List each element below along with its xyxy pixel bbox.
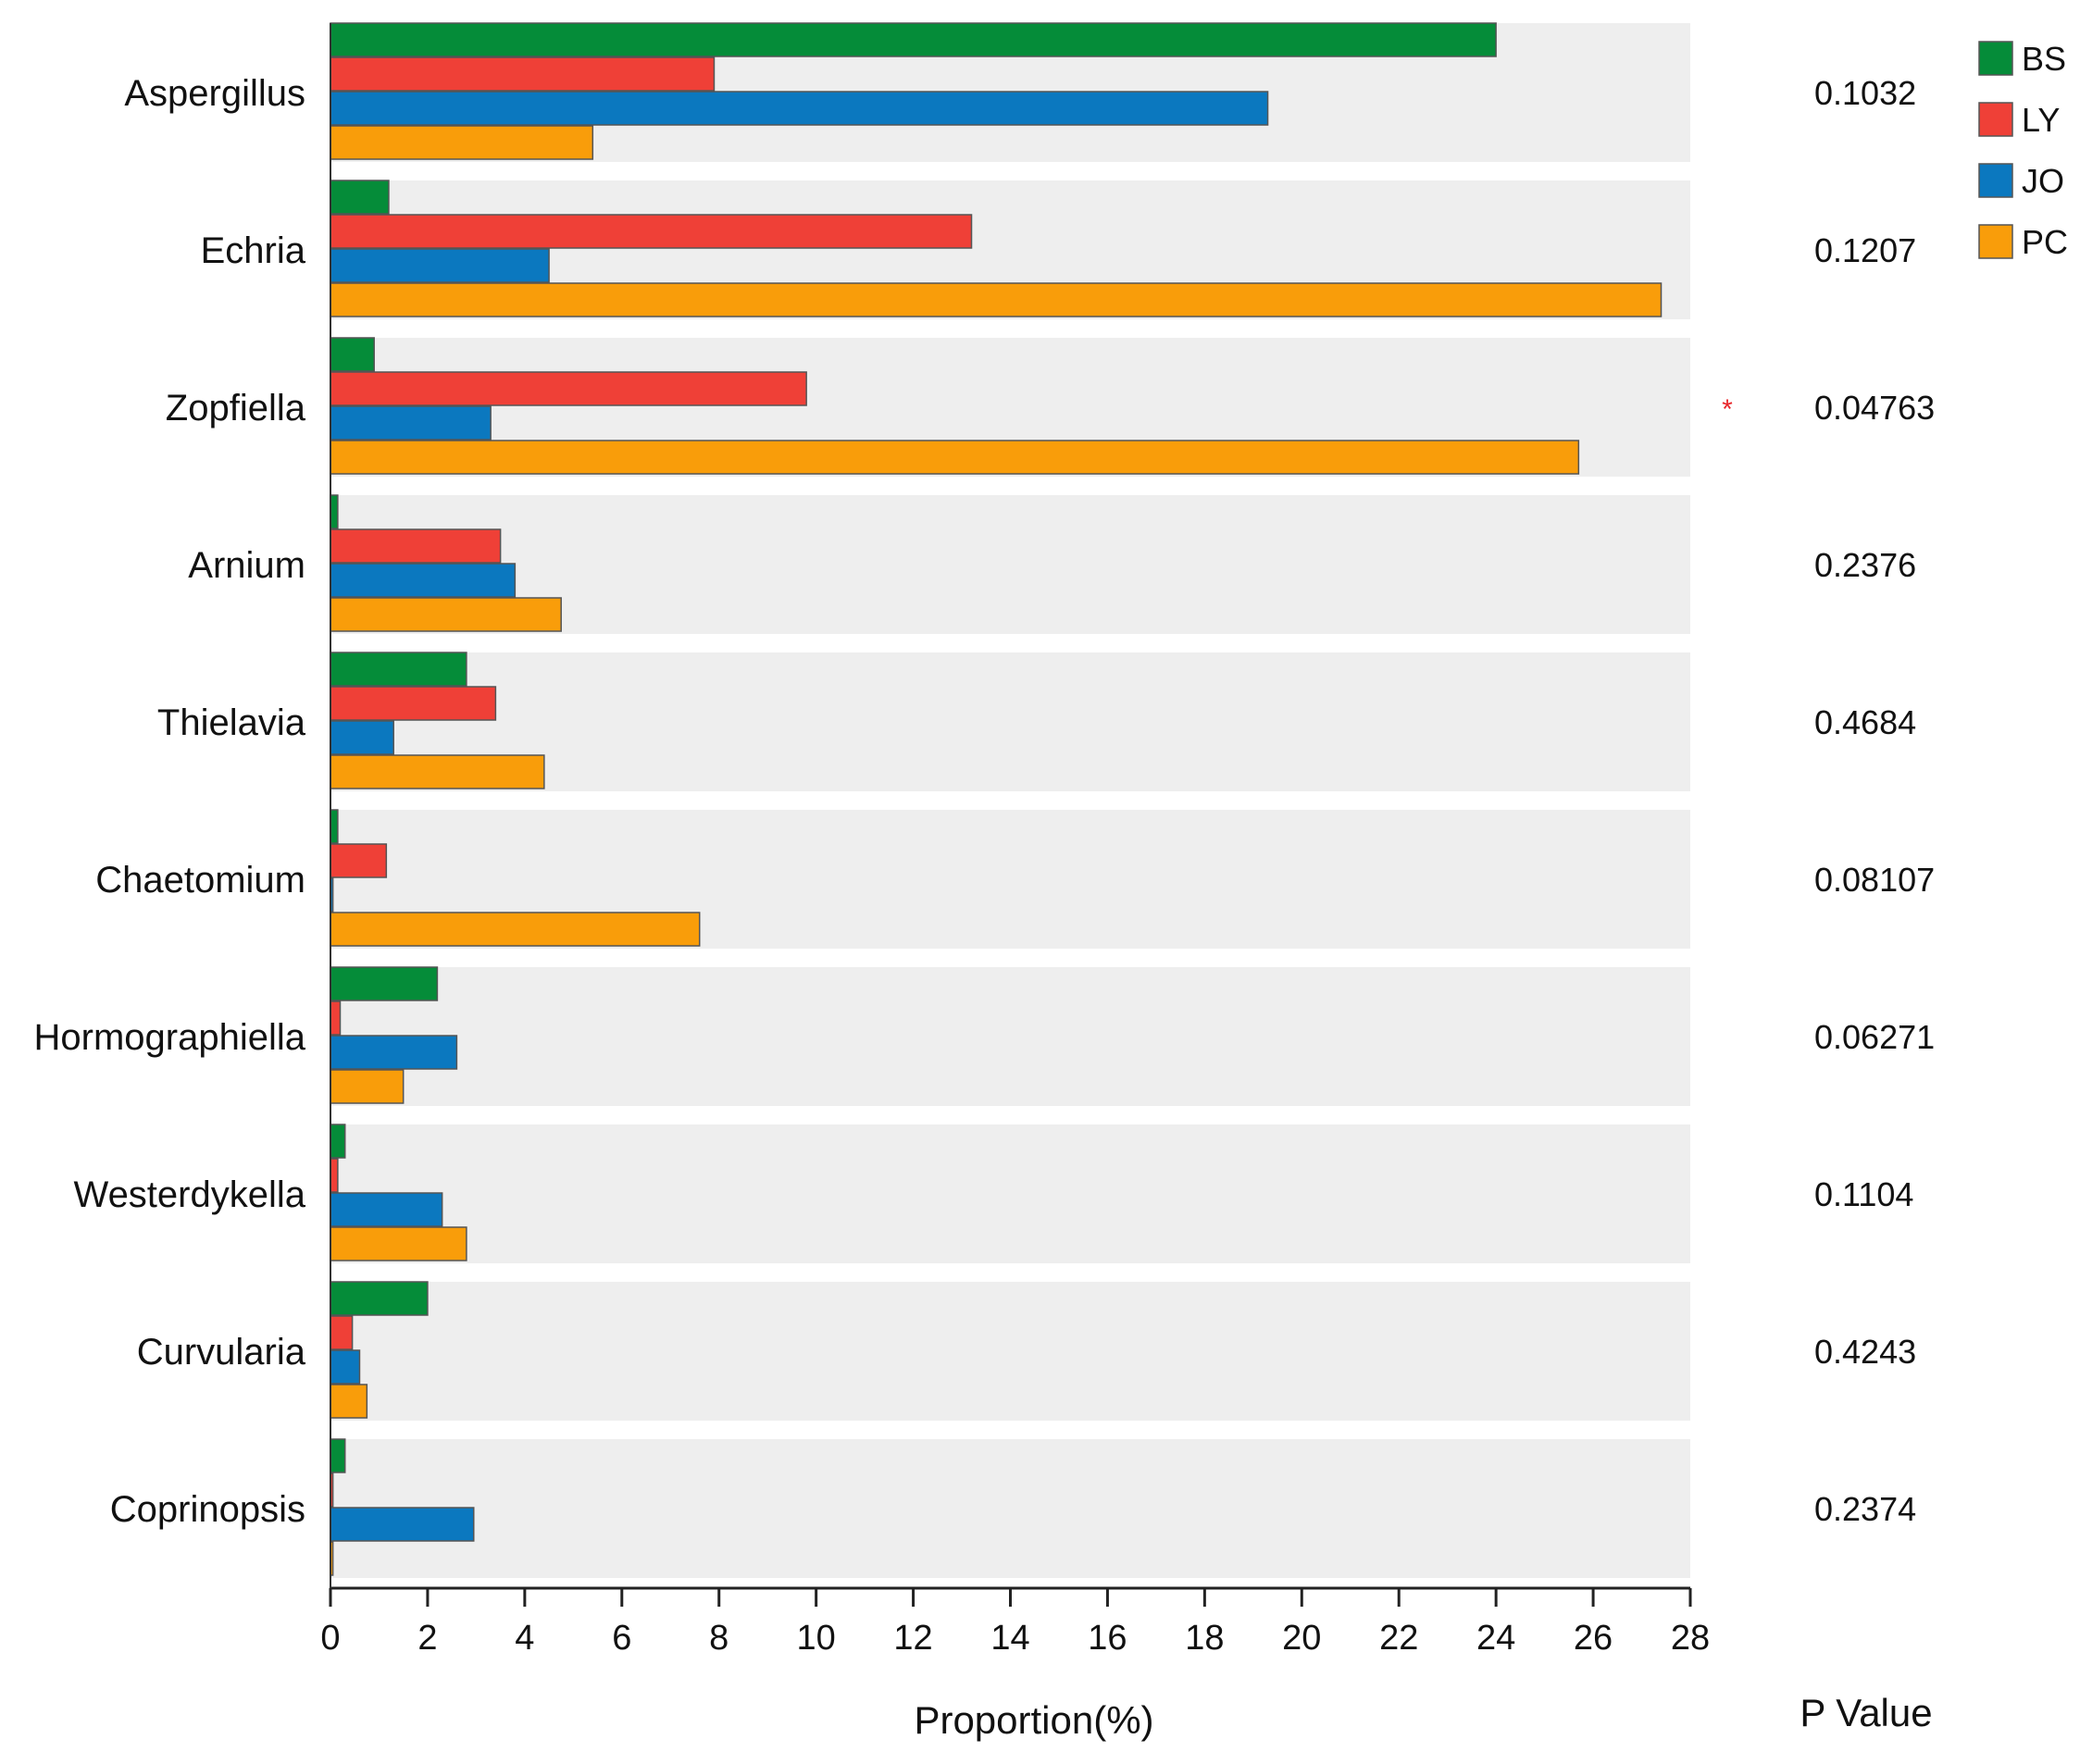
category-label-aspergillus: Aspergillus bbox=[124, 73, 305, 114]
bar-curvularia-ly bbox=[330, 1315, 354, 1350]
x-tick-label-8: 8 bbox=[709, 1619, 729, 1658]
band-curvularia bbox=[330, 1282, 1690, 1421]
x-tick-label-2: 2 bbox=[417, 1619, 437, 1658]
x-tick-label-20: 20 bbox=[1282, 1619, 1321, 1658]
x-tick-label-10: 10 bbox=[797, 1619, 836, 1658]
legend-label-pc: PC bbox=[2022, 223, 2068, 261]
bar-zopfiella-pc bbox=[330, 440, 1580, 475]
x-tick-label-22: 22 bbox=[1379, 1619, 1418, 1658]
bar-westerdykella-pc bbox=[330, 1226, 467, 1261]
bar-thielavia-bs bbox=[330, 652, 467, 687]
bar-echria-pc bbox=[330, 282, 1663, 317]
legend-swatch-pc bbox=[1978, 224, 2013, 259]
category-label-arnium: Arnium bbox=[188, 545, 305, 586]
legend-label-jo: JO bbox=[2022, 162, 2064, 200]
x-axis-title: Proportion(%) bbox=[914, 1698, 1153, 1742]
category-label-echria: Echria bbox=[201, 230, 306, 271]
bar-coprinopsis-bs bbox=[330, 1438, 346, 1473]
significance-mark-zopfiella: * bbox=[1722, 394, 1733, 425]
bar-arnium-ly bbox=[330, 528, 502, 564]
bar-westerdykella-jo bbox=[330, 1192, 443, 1227]
bar-curvularia-pc bbox=[330, 1384, 368, 1419]
bar-thielavia-pc bbox=[330, 754, 545, 789]
x-tick-label-28: 28 bbox=[1671, 1619, 1710, 1658]
x-tick-label-4: 4 bbox=[515, 1619, 534, 1658]
p-value-zopfiella: 0.04763 bbox=[1814, 389, 1935, 427]
x-tick-label-6: 6 bbox=[612, 1619, 631, 1658]
bar-echria-ly bbox=[330, 214, 973, 249]
band-hormographiella bbox=[330, 967, 1690, 1106]
band-coprinopsis bbox=[330, 1439, 1690, 1578]
bar-arnium-jo bbox=[330, 563, 517, 598]
x-tick-label-24: 24 bbox=[1476, 1619, 1515, 1658]
legend-label-ly: LY bbox=[2022, 101, 2060, 139]
p-value-coprinopsis: 0.2374 bbox=[1814, 1490, 1916, 1528]
bar-aspergillus-pc bbox=[330, 125, 594, 160]
bar-chaetomium-pc bbox=[330, 912, 701, 947]
bar-zopfiella-jo bbox=[330, 405, 492, 441]
bar-zopfiella-bs bbox=[330, 337, 375, 372]
legend-swatch-ly bbox=[1978, 102, 2013, 137]
category-label-hormographiella: Hormographiella bbox=[34, 1017, 306, 1058]
bar-hormographiella-jo bbox=[330, 1035, 458, 1070]
p-value-curvularia: 0.4243 bbox=[1814, 1333, 1916, 1371]
x-tick-label-0: 0 bbox=[320, 1619, 340, 1658]
band-thielavia bbox=[330, 652, 1690, 791]
x-tick-label-12: 12 bbox=[893, 1619, 932, 1658]
p-value-echria: 0.1207 bbox=[1814, 231, 1916, 269]
bar-aspergillus-bs bbox=[330, 22, 1497, 57]
x-tick-label-16: 16 bbox=[1088, 1619, 1127, 1658]
bar-chaetomium-bs bbox=[330, 809, 339, 844]
bar-thielavia-jo bbox=[330, 720, 394, 755]
p-value-hormographiella: 0.06271 bbox=[1814, 1018, 1935, 1056]
category-backgrounds bbox=[330, 23, 1690, 1578]
x-tick-label-14: 14 bbox=[990, 1619, 1029, 1658]
bar-aspergillus-ly bbox=[330, 56, 716, 92]
p-value-westerdykella: 0.1104 bbox=[1814, 1175, 1913, 1213]
significance-marks: * bbox=[1722, 394, 1733, 425]
category-label-zopfiella: Zopfiella bbox=[166, 388, 306, 429]
bar-echria-bs bbox=[330, 180, 390, 215]
bar-hormographiella-ly bbox=[330, 1000, 342, 1036]
x-tick-label-26: 26 bbox=[1574, 1619, 1613, 1658]
category-label-coprinopsis: Coprinopsis bbox=[110, 1489, 305, 1530]
legend-swatch-jo bbox=[1978, 163, 2013, 198]
legend: BS LY JO PC bbox=[1978, 40, 2068, 261]
bar-aspergillus-jo bbox=[330, 91, 1269, 126]
x-axis: 0 2 4 6 8 10 12 14 16 18 20 22 24 26 28 bbox=[320, 23, 1710, 1658]
bar-chaetomium-ly bbox=[330, 843, 388, 878]
bar-hormographiella-bs bbox=[330, 966, 439, 1001]
p-value-labels: 0.1032 0.1207 0.04763 0.2376 0.4684 0.08107 0.… bbox=[1814, 74, 1935, 1528]
p-value-chaetomium: 0.08107 bbox=[1814, 861, 1935, 899]
category-labels: Aspergillus Echria Zopfiella Arnium Thielavi… bbox=[34, 73, 306, 1530]
bar-westerdykella-bs bbox=[330, 1124, 346, 1159]
band-westerdykella bbox=[330, 1124, 1690, 1263]
bar-westerdykella-ly bbox=[330, 1158, 339, 1193]
p-value-aspergillus: 0.1032 bbox=[1814, 74, 1916, 112]
x-tick-label-18: 18 bbox=[1185, 1619, 1224, 1658]
p-value-arnium: 0.2376 bbox=[1814, 546, 1916, 584]
p-value-thielavia: 0.4684 bbox=[1814, 703, 1916, 741]
bar-curvularia-jo bbox=[330, 1349, 361, 1385]
bar-hormographiella-pc bbox=[330, 1069, 405, 1104]
category-label-chaetomium: Chaetomium bbox=[95, 860, 305, 901]
bar-coprinopsis-jo bbox=[330, 1507, 475, 1542]
bar-arnium-bs bbox=[330, 494, 339, 529]
bar-echria-jo bbox=[330, 248, 550, 283]
p-value-title: P Value bbox=[1800, 1691, 1932, 1734]
bar-zopfiella-ly bbox=[330, 371, 807, 406]
legend-swatch-bs bbox=[1978, 41, 2013, 76]
bar-curvularia-bs bbox=[330, 1281, 429, 1316]
category-label-thielavia: Thielavia bbox=[157, 702, 306, 743]
category-label-westerdykella: Westerdykella bbox=[74, 1174, 306, 1215]
bar-arnium-pc bbox=[330, 597, 562, 632]
legend-label-bs: BS bbox=[2022, 40, 2066, 78]
bar-thielavia-ly bbox=[330, 686, 497, 721]
category-label-curvularia: Curvularia bbox=[137, 1332, 306, 1373]
